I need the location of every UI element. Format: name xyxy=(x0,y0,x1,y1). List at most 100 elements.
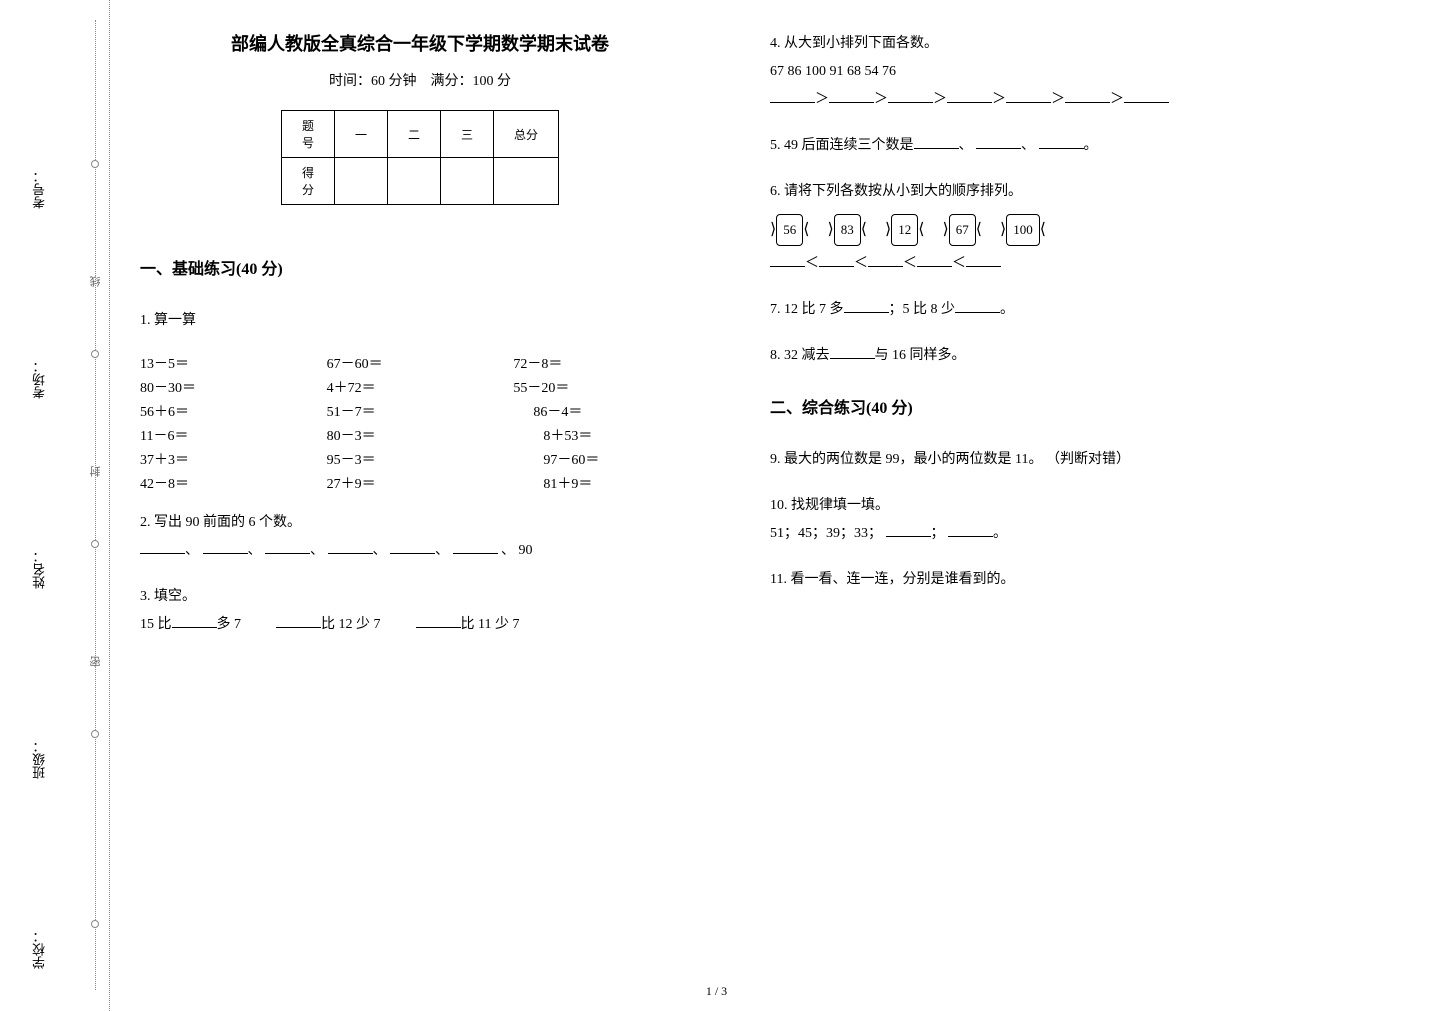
q10-seq-b: ； xyxy=(931,526,945,541)
question-10: 10. 找规律填一填。 51；45；39；33； ； 。 xyxy=(770,492,1330,548)
q4-text: 4. 从大到小排列下面各数。 xyxy=(770,30,1330,58)
q5-pre: 5. 49 后面连续三个数是 xyxy=(770,138,914,153)
page-content: 部编人教版全真综合一年级下学期数学期末试卷 时间：60 分钟 满分：100 分 … xyxy=(140,30,1400,657)
q3a-post: 多 7 xyxy=(217,617,242,632)
score-cell xyxy=(494,158,559,205)
blank xyxy=(917,253,952,267)
blank xyxy=(947,89,992,103)
q10-seq-c: 。 xyxy=(993,526,1007,541)
score-cell xyxy=(334,158,387,205)
binding-label-number: 考号： xyxy=(30,170,49,209)
q2-blanks: 、 、 、 、 、 、 90 xyxy=(140,537,700,565)
blank xyxy=(140,540,185,554)
blank xyxy=(819,253,854,267)
q3b-post: 比 12 少 7 xyxy=(321,617,381,632)
blank xyxy=(770,89,815,103)
blank xyxy=(914,135,959,149)
binding-label-name: 姓名： xyxy=(30,550,49,589)
arith-item: 72－8＝ xyxy=(513,353,700,373)
q7a-post: ；5 比 8 少 xyxy=(889,302,956,317)
blank xyxy=(955,299,1000,313)
arith-item: 51－7＝ xyxy=(327,401,514,421)
q5-sep: 、 xyxy=(959,138,973,153)
blank xyxy=(390,540,435,554)
arith-item: 55－20＝ xyxy=(513,377,700,397)
blank xyxy=(966,253,1001,267)
question-6: 6. 请将下列各数按从小到大的顺序排列。 ⟩56⟨ ⟩83⟨ ⟩12⟨ ⟩67⟨… xyxy=(770,178,1330,278)
arith-item: 80－30＝ xyxy=(140,377,327,397)
candy-icon: ⟩83⟨ xyxy=(828,214,868,246)
score-cell: 三 xyxy=(441,111,494,158)
arith-item: 86－4＝ xyxy=(513,401,700,421)
page-number: 1 / 3 xyxy=(706,984,727,999)
blank xyxy=(416,614,461,628)
blank xyxy=(328,540,373,554)
question-5: 5. 49 后面连续三个数是 、 、 。 xyxy=(770,132,1330,160)
full-value: 100 分 xyxy=(473,74,512,89)
q10-seq-a: 51；45；39；33； xyxy=(770,526,882,541)
arith-item: 56＋6＝ xyxy=(140,401,327,421)
blank xyxy=(1124,89,1169,103)
binding-circle xyxy=(91,730,99,738)
score-cell: 二 xyxy=(387,111,440,158)
blank xyxy=(868,253,903,267)
q8-post: 与 16 同样多。 xyxy=(875,348,966,363)
arith-item: 81＋9＝ xyxy=(513,473,700,493)
exam-subtitle: 时间：60 分钟 满分：100 分 xyxy=(140,70,700,90)
q4-blanks: ＞＞＞＞＞＞ xyxy=(770,86,1330,114)
blank xyxy=(172,614,217,628)
blank xyxy=(1065,89,1110,103)
q3a-pre: 15 比 xyxy=(140,617,172,632)
score-cell: 一 xyxy=(334,111,387,158)
blank xyxy=(770,253,805,267)
q3-text: 3. 填空。 xyxy=(140,583,700,611)
blank xyxy=(886,523,931,537)
binding-circle xyxy=(91,540,99,548)
q10-seq: 51；45；39；33； ； 。 xyxy=(770,520,1330,548)
q7-end: 。 xyxy=(1000,302,1014,317)
blank xyxy=(829,89,874,103)
right-column: 4. 从大到小排列下面各数。 67 86 100 91 68 54 76 ＞＞＞… xyxy=(770,30,1330,657)
binding-circle xyxy=(91,350,99,358)
question-1: 1. 算一算 xyxy=(140,307,700,335)
q2-tail: 、 90 xyxy=(501,543,533,558)
section-2-head: 二、综合练习(40 分) xyxy=(770,394,1330,418)
question-7: 7. 12 比 7 多；5 比 8 少。 xyxy=(770,296,1330,324)
arith-item: 11－6＝ xyxy=(140,425,327,445)
blank xyxy=(203,540,248,554)
arith-item: 97－60＝ xyxy=(513,449,700,469)
full-label: 满分： xyxy=(431,74,473,89)
time-label: 时间： xyxy=(329,74,371,89)
arith-item: 8＋53＝ xyxy=(513,425,700,445)
left-column: 部编人教版全真综合一年级下学期数学期末试卷 时间：60 分钟 满分：100 分 … xyxy=(140,30,700,657)
q1-label: 1. 算一算 xyxy=(140,307,700,335)
blank xyxy=(888,89,933,103)
score-cell: 得分 xyxy=(281,158,334,205)
q5-end: 。 xyxy=(1084,138,1098,153)
table-row: 得分 xyxy=(281,158,558,205)
blank xyxy=(1006,89,1051,103)
exam-title: 部编人教版全真综合一年级下学期数学期末试卷 xyxy=(140,30,700,56)
time-value: 60 分钟 xyxy=(371,74,417,89)
arith-item: 4＋72＝ xyxy=(327,377,514,397)
q6-blanks: ＜＜＜＜ xyxy=(770,250,1330,278)
table-row: 题号 一 二 三 总分 xyxy=(281,111,558,158)
blank xyxy=(453,540,498,554)
q3-line: 15 比多 7 比 12 少 7 比 11 少 7 xyxy=(140,611,700,639)
question-2: 2. 写出 90 前面的 6 个数。 、 、 、 、 、 、 90 xyxy=(140,509,700,565)
score-cell: 总分 xyxy=(494,111,559,158)
blank xyxy=(276,614,321,628)
question-3: 3. 填空。 15 比多 7 比 12 少 7 比 11 少 7 xyxy=(140,583,700,639)
score-cell xyxy=(441,158,494,205)
q4-nums: 67 86 100 91 68 54 76 xyxy=(770,58,1330,86)
question-4: 4. 从大到小排列下面各数。 67 86 100 91 68 54 76 ＞＞＞… xyxy=(770,30,1330,114)
blank xyxy=(830,345,875,359)
arith-item: 27＋9＝ xyxy=(327,473,514,493)
score-cell: 题号 xyxy=(281,111,334,158)
blank xyxy=(844,299,889,313)
binding-label-room: 考场： xyxy=(30,360,49,399)
blank xyxy=(1039,135,1084,149)
q5-sep: 、 xyxy=(1021,138,1035,153)
binding-label-school: 学校： xyxy=(30,930,49,969)
section-1-head: 一、基础练习(40 分) xyxy=(140,255,700,279)
